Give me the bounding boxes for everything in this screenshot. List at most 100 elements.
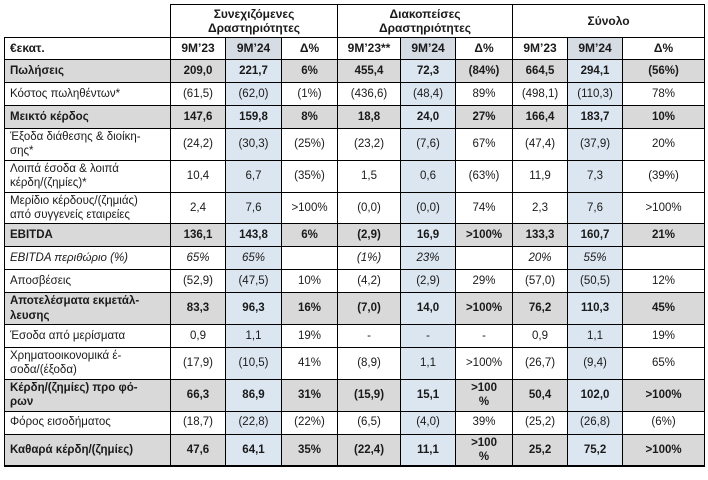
row-label: Λοιπά έσοδα & λοιπά κέρδη/(ζημίες)* <box>4 159 171 193</box>
value-cell: 10% <box>622 105 706 129</box>
value-cell: 35% <box>280 433 339 467</box>
value-cell: (2,9) <box>400 269 457 294</box>
table-row: Λοιπά έσοδα & λοιπά κέρδη/(ζημίες)* 10,4 6… <box>4 159 706 193</box>
value-cell: 19% <box>280 324 339 348</box>
value-cell: 7,6 <box>225 191 282 225</box>
row-label: Κέρδη/(ζημίες) προ φό- ρων <box>4 378 171 412</box>
value-cell: 66,3 <box>170 378 226 412</box>
table-row: Μερίδιο κέρδους/(ζημιάς) από συγγενείς ε… <box>4 191 706 225</box>
value-cell: 160,7 <box>567 223 624 248</box>
table-row: Καθαρά κέρδη/(ζημίες) 47,6 64,1 35% (22,4) 11… <box>4 433 706 467</box>
value-cell: 89% <box>455 82 514 106</box>
value-cell: 96,3 <box>225 292 282 325</box>
value-cell: 65% <box>170 246 226 271</box>
column-header: 9Μ’24 <box>225 37 282 60</box>
value-cell: (2,9) <box>337 223 402 248</box>
row-label: Έξοδα διάθεσης & διοίκη- σης* <box>4 128 171 161</box>
value-cell: 16,9 <box>400 223 457 248</box>
value-cell: 29% <box>455 269 514 294</box>
row-label: Κόστος πωληθέντων* <box>4 82 171 106</box>
table-row: Αποσβέσεις (52,9) (47,5) 10% (4,2) (2,9) 29% (5… <box>4 269 706 294</box>
value-cell: 20% <box>512 246 569 271</box>
value-cell: >100% <box>622 378 706 412</box>
value-cell: (18,7) <box>170 410 226 435</box>
value-cell: 15,1 <box>400 378 457 412</box>
value-cell: 86,9 <box>225 378 282 412</box>
row-label: Χρηματοοικονομικά έ- σοδα/(έξοδα) <box>4 347 171 380</box>
value-cell: 221,7 <box>225 59 282 83</box>
value-cell: 183,7 <box>567 105 624 129</box>
value-cell: 47,6 <box>170 433 226 467</box>
row-label: Μεικτό κέρδος <box>4 105 171 129</box>
value-cell: - <box>337 324 402 348</box>
row-label: Αποτελέσματα εκμετάλ- λευσης <box>4 292 171 325</box>
value-cell: 11,1 <box>400 433 457 467</box>
value-cell: (0,0) <box>337 191 402 225</box>
value-cell: (57,0) <box>512 269 569 294</box>
row-label: Καθαρά κέρδη/(ζημίες) <box>4 433 171 467</box>
value-cell: 1,1 <box>567 324 624 348</box>
value-cell <box>280 246 339 271</box>
column-header: 9Μ’23 <box>512 37 569 60</box>
table-row: EBITDA περιθώριο (%) 65% 65% (1%) 23% 20% 55% <box>4 246 706 271</box>
value-cell: 78% <box>622 82 706 106</box>
value-cell: 12% <box>622 269 706 294</box>
table-row: Μεικτό κέρδος 147,6 159,8 8% 18,8 24,0 27% 166,… <box>4 105 706 129</box>
column-header: 9Μ’24 <box>400 37 457 60</box>
value-cell: 143,8 <box>225 223 282 248</box>
value-cell: (1%) <box>280 82 339 106</box>
value-cell: (62,0) <box>225 82 282 106</box>
row-label: Αποσβέσεις <box>4 269 171 294</box>
value-cell: (6,5) <box>337 410 402 435</box>
value-cell: 147,6 <box>170 105 226 129</box>
value-cell: (1%) <box>337 246 402 271</box>
value-cell: 159,8 <box>225 105 282 129</box>
table-body: Πωλήσεις 209,0 221,7 6% 455,4 72,3 (84%) 664,5 2… <box>4 59 706 467</box>
value-cell: 0,9 <box>170 324 226 348</box>
row-label: Μερίδιο κέρδους/(ζημιάς) από συγγενείς ε… <box>4 191 171 225</box>
row-label: Πωλήσεις <box>4 59 171 83</box>
value-cell: 1,5 <box>337 159 402 193</box>
value-cell: (6%) <box>622 410 706 435</box>
value-cell: (7,6) <box>400 128 457 161</box>
value-cell: 75,2 <box>567 433 624 467</box>
value-cell: 65% <box>622 347 706 380</box>
value-cell: 133,3 <box>512 223 569 248</box>
value-cell: >100% <box>455 347 514 380</box>
value-cell: 10% <box>280 269 339 294</box>
value-cell: 1,1 <box>225 324 282 348</box>
value-cell: 0,9 <box>512 324 569 348</box>
value-cell: 14,0 <box>400 292 457 325</box>
table-row: Έσοδα από μερίσματα 0,9 1,1 19% - - -0,9 1,1 19% <box>4 324 706 348</box>
value-cell: >100% <box>622 433 706 467</box>
value-cell: 8% <box>280 105 339 129</box>
value-cell: >100% <box>455 223 514 248</box>
value-cell: 2,3 <box>512 191 569 225</box>
value-cell: 6,7 <box>225 159 282 193</box>
row-label: Φόρος εισοδήματος <box>4 410 171 435</box>
value-cell: (47,5) <box>225 269 282 294</box>
value-cell: (56%) <box>622 59 706 83</box>
value-cell: 25,2 <box>512 433 569 467</box>
value-cell: 664,5 <box>512 59 569 83</box>
value-cell: 55% <box>567 246 624 271</box>
value-cell: (22,4) <box>337 433 402 467</box>
value-cell: 455,4 <box>337 59 402 83</box>
value-cell: 50,4 <box>512 378 569 412</box>
value-cell: (9,4) <box>567 347 624 380</box>
value-cell: (22%) <box>280 410 339 435</box>
value-cell: 67% <box>455 128 514 161</box>
value-cell: 2,4 <box>170 191 226 225</box>
value-cell: >100% <box>455 292 514 325</box>
value-cell: 166,4 <box>512 105 569 129</box>
value-cell: 19% <box>622 324 706 348</box>
value-cell: 6% <box>280 223 339 248</box>
value-cell: 31% <box>280 378 339 412</box>
value-cell <box>455 246 514 271</box>
table-row: Κέρδη/(ζημίες) προ φό- ρων 66,3 86,9 31% (15… <box>4 378 706 412</box>
value-cell: (0,0) <box>400 191 457 225</box>
value-cell: (25%) <box>280 128 339 161</box>
value-cell: 23% <box>400 246 457 271</box>
value-cell: 20% <box>622 128 706 161</box>
table-row: Φόρος εισοδήματος (18,7) (22,8) (22%) (6,5)(… <box>4 410 706 435</box>
